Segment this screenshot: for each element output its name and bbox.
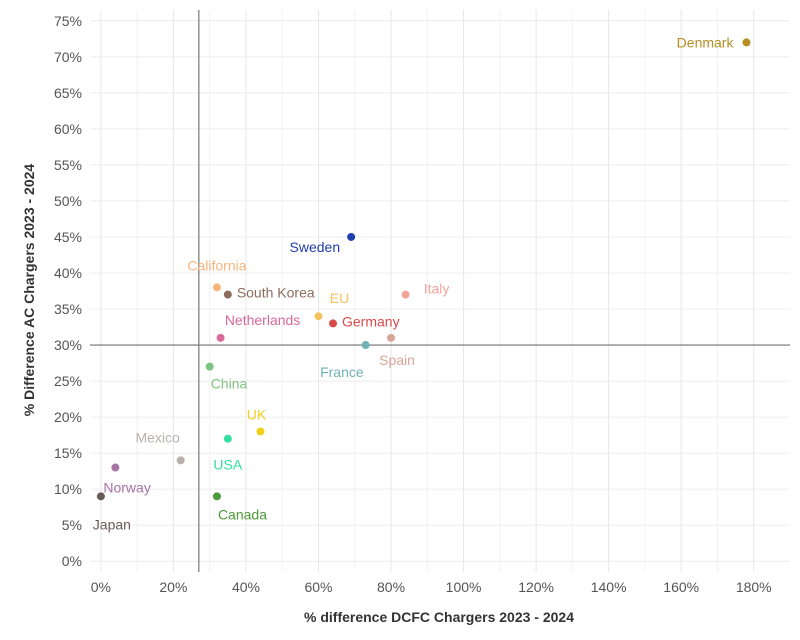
data-point-italy [401, 290, 410, 299]
point-label-netherlands: Netherlands [225, 312, 301, 328]
y-tick-label: 20% [54, 409, 82, 425]
data-point-norway [111, 463, 120, 472]
point-label-italy: Italy [424, 281, 450, 297]
y-axis-title: % Difference AC Chargers 2023 - 2024 [21, 164, 37, 417]
x-tick-label: 100% [446, 579, 482, 595]
y-tick-label: 25% [54, 373, 82, 389]
y-tick-label: 15% [54, 445, 82, 461]
point-label-france: France [320, 364, 364, 380]
point-label-uk: UK [247, 407, 267, 423]
point-label-japan: Japan [93, 516, 131, 532]
data-point-california [212, 283, 221, 292]
x-tick-label: 80% [377, 579, 405, 595]
data-point-uk [256, 427, 265, 436]
y-tick-label: 30% [54, 337, 82, 353]
point-label-mexico: Mexico [135, 429, 180, 445]
y-tick-label: 40% [54, 265, 82, 281]
data-point-mexico [176, 456, 185, 465]
point-labels: Denmark Sweden California South Korea EU Ital… [93, 34, 735, 532]
x-axis-title: % difference DCFC Chargers 2023 - 2024 [304, 609, 574, 625]
data-point-france [361, 341, 370, 350]
point-label-canada: Canada [218, 506, 267, 522]
point-label-norway: Norway [103, 480, 150, 496]
y-tick-label: 65% [54, 85, 82, 101]
point-label-eu: EU [330, 290, 349, 306]
data-point-south-korea [223, 290, 232, 299]
point-label-california: California [187, 257, 246, 273]
data-point-japan [96, 492, 105, 501]
data-point-china [205, 362, 214, 371]
reference-lines [90, 10, 790, 572]
data-point-denmark [742, 38, 751, 47]
point-label-south-korea: South Korea [237, 285, 315, 301]
data-point-spain [387, 333, 396, 342]
y-tick-label: 35% [54, 301, 82, 317]
y-tick-label: 60% [54, 121, 82, 137]
point-label-spain: Spain [379, 352, 415, 368]
x-tick-label: 180% [736, 579, 772, 595]
y-tick-label: 70% [54, 49, 82, 65]
data-points [96, 38, 751, 501]
data-point-germany [329, 319, 338, 328]
y-tick-label: 5% [62, 517, 82, 533]
data-point-eu [314, 312, 323, 321]
x-tick-label: 40% [232, 579, 260, 595]
x-tick-label: 140% [591, 579, 627, 595]
tick-labels: 0% 20% 40% 60% 80% 100% 120% 140% 160% 180% 0% 5% 10… [54, 13, 772, 595]
point-label-china: China [211, 376, 248, 392]
data-point-sweden [347, 232, 356, 241]
y-tick-label: 50% [54, 193, 82, 209]
point-label-sweden: Sweden [290, 239, 341, 255]
x-tick-label: 0% [91, 579, 111, 595]
y-tick-label: 0% [62, 553, 82, 569]
point-label-denmark: Denmark [677, 34, 735, 50]
x-tick-label: 160% [663, 579, 699, 595]
x-tick-label: 60% [304, 579, 332, 595]
data-point-canada [212, 492, 221, 501]
grid [90, 10, 790, 572]
x-tick-label: 20% [159, 579, 187, 595]
x-tick-label: 120% [518, 579, 554, 595]
data-point-usa [223, 434, 232, 443]
point-label-germany: Germany [342, 313, 400, 329]
point-label-usa: USA [213, 457, 242, 473]
y-tick-label: 55% [54, 157, 82, 173]
y-tick-label: 10% [54, 481, 82, 497]
y-tick-label: 45% [54, 229, 82, 245]
y-tick-label: 75% [54, 13, 82, 29]
data-point-netherlands [216, 333, 225, 342]
